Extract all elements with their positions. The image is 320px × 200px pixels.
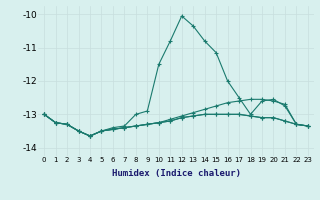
X-axis label: Humidex (Indice chaleur): Humidex (Indice chaleur) [111, 169, 241, 178]
